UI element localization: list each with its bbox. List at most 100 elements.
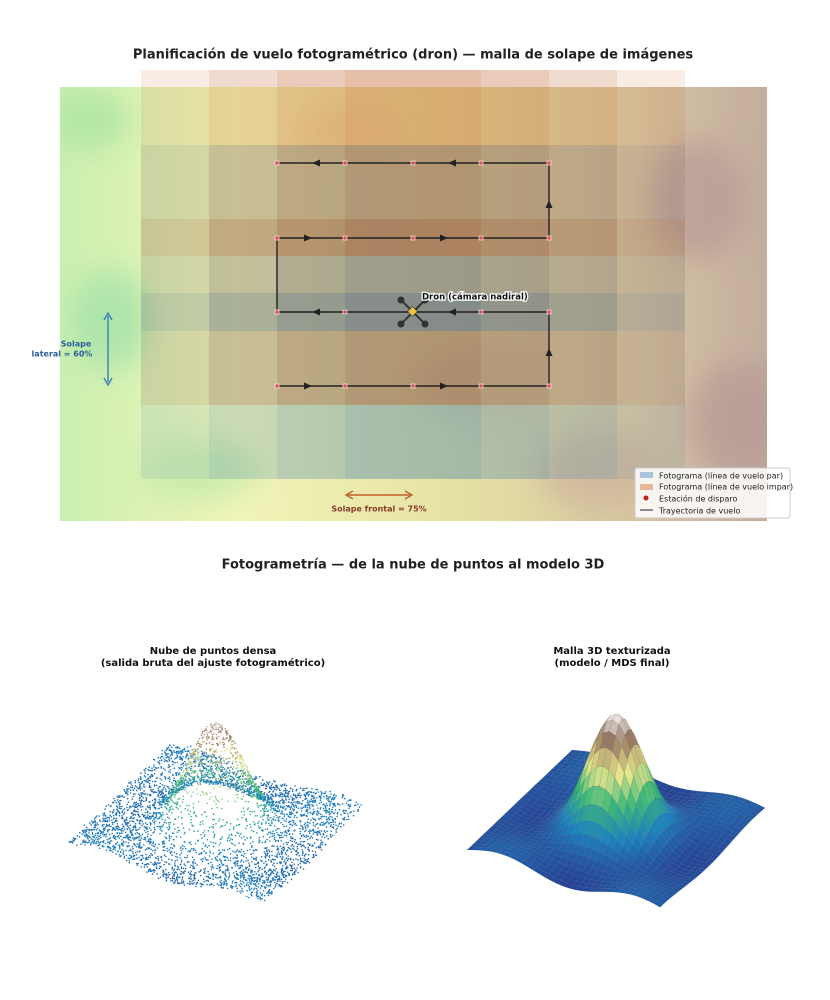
cloud-point (232, 743, 234, 746)
cloud-point (91, 820, 93, 823)
cloud-point (197, 756, 200, 759)
cloud-point (282, 807, 285, 809)
cloud-point (153, 813, 155, 815)
cloud-point (297, 859, 299, 861)
cloud-point (204, 845, 206, 847)
cloud-point (268, 786, 271, 788)
cloud-point (219, 741, 221, 743)
cloud-point (327, 837, 330, 840)
cloud-point (179, 788, 181, 791)
cloud-point (275, 814, 278, 817)
cloud-point (151, 820, 154, 822)
cloud-point (113, 847, 115, 850)
cloud-point (125, 849, 127, 852)
cloud-point (209, 850, 211, 852)
cloud-point (282, 876, 285, 878)
cloud-point (182, 872, 185, 875)
cloud-point (215, 798, 218, 801)
cloud-point (251, 810, 253, 813)
cloud-point (239, 789, 242, 792)
cloud-point (274, 784, 277, 787)
cloud-point (169, 807, 171, 809)
cloud-point (173, 802, 176, 805)
cloud-point (336, 827, 339, 830)
cloud-point (182, 756, 184, 758)
cloud-point (253, 810, 256, 813)
cloud-point (268, 819, 270, 821)
cloud-point (270, 881, 273, 883)
cloud-point (203, 880, 205, 883)
cloud-point (328, 796, 331, 798)
cloud-point (186, 861, 189, 863)
cloud-point (254, 787, 256, 790)
cloud-point (278, 809, 281, 811)
cloud-point (128, 807, 131, 809)
cloud-point (242, 795, 245, 797)
cloud-point (205, 859, 208, 861)
cloud-point (316, 822, 319, 825)
cloud-point (357, 803, 359, 806)
cloud-point (248, 782, 251, 784)
cloud-point (261, 893, 263, 895)
cloud-point (212, 774, 214, 777)
cloud-point (194, 862, 197, 864)
cloud-point (271, 845, 273, 847)
cloud-point (297, 871, 299, 874)
cloud-point (193, 771, 196, 774)
cloud-point (268, 850, 271, 853)
cloud-point (300, 824, 302, 827)
cloud-point (234, 865, 237, 867)
cloud-point (282, 799, 284, 801)
cloud-point (185, 867, 187, 870)
cloud-point (280, 784, 282, 786)
cloud-point (93, 836, 95, 839)
cloud-point (232, 850, 234, 852)
cloud-point (261, 860, 263, 863)
cloud-point (191, 769, 193, 772)
cloud-point (143, 826, 146, 828)
cloud-point (212, 852, 214, 855)
cloud-point (286, 850, 288, 852)
cloud-point (305, 834, 308, 837)
cloud-point (118, 846, 121, 848)
cloud-point (157, 789, 160, 792)
cloud-point (138, 856, 140, 859)
cloud-point (159, 825, 161, 828)
cloud-point (255, 857, 257, 860)
cloud-point (278, 877, 281, 879)
cloud-point (250, 877, 253, 880)
cloud-point (131, 798, 134, 800)
cloud-point (133, 837, 136, 840)
cloud-point (255, 872, 258, 875)
cloud-point (288, 806, 291, 808)
cloud-point (247, 791, 250, 793)
cloud-point (206, 734, 209, 736)
cloud-point (221, 774, 223, 776)
station (410, 383, 416, 389)
cloud-point (171, 877, 174, 880)
cloud-point (257, 792, 260, 794)
cloud-point (280, 821, 282, 824)
cloud-point (259, 878, 261, 881)
cloud-point (122, 813, 125, 816)
cloud-point (259, 810, 262, 812)
cloud-point (272, 791, 274, 793)
cloud-point (154, 799, 157, 801)
cloud-point (200, 734, 203, 736)
cloud-point (173, 838, 175, 841)
cloud-point (353, 804, 356, 807)
cloud-point (156, 818, 158, 820)
cloud-point (271, 832, 274, 835)
cloud-point (231, 776, 234, 778)
cloud-point (208, 754, 210, 756)
cloud-point (246, 790, 248, 793)
cloud-point (258, 869, 260, 871)
cloud-point (170, 757, 173, 760)
cloud-point (229, 874, 231, 876)
cloud-point (345, 802, 348, 804)
cloud-point (188, 774, 191, 777)
cloud-point (171, 812, 173, 814)
cloud-point (219, 858, 221, 861)
cloud-point (324, 831, 327, 833)
cloud-point (206, 773, 208, 776)
